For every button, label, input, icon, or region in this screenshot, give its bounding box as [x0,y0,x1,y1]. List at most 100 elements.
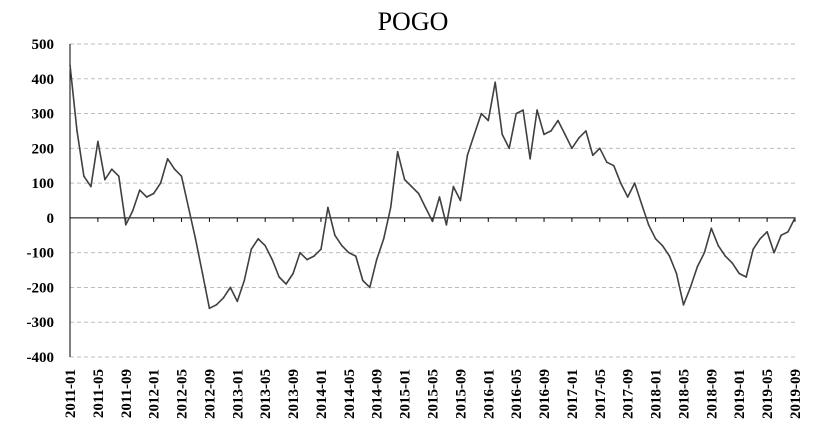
data-point [633,182,636,184]
data-point [661,244,664,247]
data-point [640,203,643,205]
data-point [543,133,545,136]
data-point [194,237,197,240]
data-point [787,231,789,233]
data-point [515,112,517,115]
data-point [724,255,727,257]
data-point [480,112,483,115]
x-tick-label: 2019-09 [788,369,804,419]
x-tick-label: 2018-05 [676,369,692,419]
data-point [759,237,761,240]
data-point [138,189,141,191]
data-point [752,248,754,250]
data-point [599,147,601,150]
data-point [536,109,538,111]
data-point [236,300,239,303]
data-point [654,237,657,240]
data-point [229,286,232,289]
data-point [285,283,287,285]
x-tick-label: 2017-09 [621,369,637,419]
data-point [257,237,260,240]
data-point [647,224,650,226]
data-point [703,251,706,254]
data-point [368,286,371,289]
x-tick-label: 2013-09 [286,369,302,419]
data-point [564,133,566,136]
series-layer [69,64,796,310]
data-point [550,130,552,132]
x-tick-label: 2016-01 [481,369,497,419]
data-point [355,255,357,257]
data-point [278,276,280,278]
data-point [445,224,448,226]
x-tick-label: 2018-09 [704,369,720,419]
data-point [145,196,148,198]
data-point [794,217,796,219]
y-tick-label: 200 [32,141,55,157]
data-point [578,137,580,139]
x-tick-label: 2014-01 [314,369,330,419]
data-point [466,154,469,157]
x-tick-label: 2011-01 [63,369,79,418]
data-point [389,206,392,209]
data-point [403,178,406,181]
axes [69,44,795,357]
data-point [271,258,273,261]
data-point [605,161,608,164]
data-point [264,244,266,247]
x-tick-label: 2016-09 [537,369,553,419]
data-point [710,227,713,230]
data-point [313,255,315,257]
data-point [124,224,127,226]
data-point [375,258,378,261]
x-tick-label: 2011-09 [119,369,135,418]
data-point [69,64,71,66]
x-tick-label: 2016-05 [509,369,525,419]
x-tick-label: 2013-01 [230,369,246,419]
y-tick-label: 300 [32,107,55,123]
data-point [208,307,211,310]
data-point [166,157,169,160]
data-point [250,248,253,250]
data-point [180,175,183,177]
data-point [738,272,741,275]
x-tick-label: 2011-05 [91,369,107,418]
data-point [299,251,301,254]
data-point [201,272,204,275]
data-point [97,140,99,143]
data-point [341,244,343,247]
data-point [382,237,385,240]
data-point [494,81,497,84]
data-point [731,262,734,264]
y-tick-label: 0 [47,211,55,227]
data-point [410,185,413,188]
data-point [529,157,531,160]
data-point [159,182,162,184]
data-point [306,258,308,261]
data-point [592,154,594,157]
data-point [675,272,678,275]
y-tick-label: -200 [27,280,55,296]
data-point [487,119,490,122]
data-point [152,192,155,195]
y-tick-label: -400 [27,350,55,366]
data-point [459,199,462,202]
series-line [69,64,796,310]
data-point [424,206,427,209]
x-tick-label: 2018-01 [649,369,665,419]
data-point [696,265,699,268]
data-point [745,276,748,278]
data-point [508,147,510,150]
y-tick-label: 400 [32,72,55,88]
data-point [780,234,782,237]
x-tick-label: 2012-01 [147,369,163,419]
data-point [222,297,225,299]
x-tick-label: 2017-01 [565,369,581,419]
data-point [438,196,441,198]
data-point [292,272,294,275]
data-point [612,164,615,167]
data-point [766,231,768,233]
data-point [571,147,573,150]
data-point [90,185,92,188]
